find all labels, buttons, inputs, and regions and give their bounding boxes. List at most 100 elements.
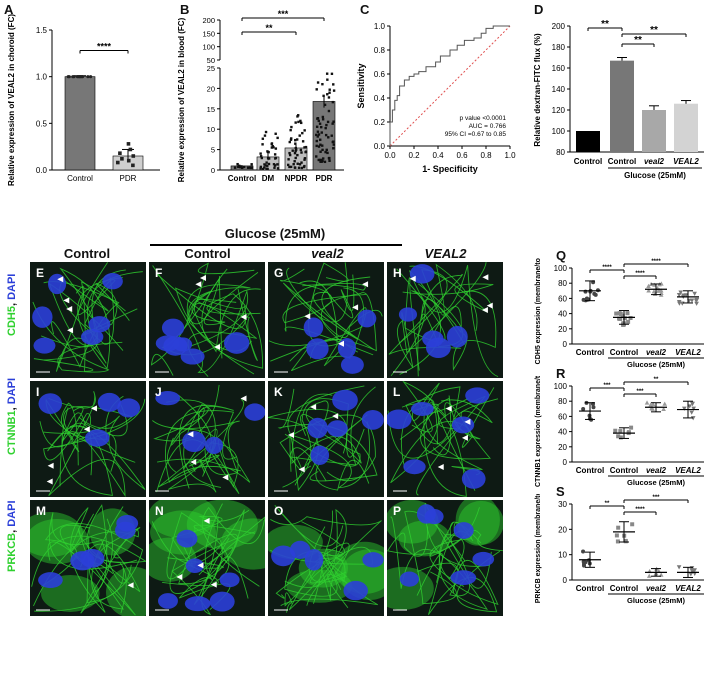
data-point <box>315 133 318 137</box>
x-tick-label: Control <box>576 348 604 357</box>
y-tick-label: 20 <box>558 443 567 452</box>
data-point <box>328 91 331 94</box>
y-tick-label: 0 <box>563 340 568 349</box>
data-point <box>582 563 587 568</box>
micrograph-l: L <box>387 381 503 497</box>
data-point <box>331 140 335 144</box>
data-point <box>297 166 301 169</box>
data-point <box>331 100 335 104</box>
membrane-stain <box>399 264 499 377</box>
data-point <box>72 75 76 79</box>
micrograph-image <box>36 391 146 497</box>
nucleus <box>303 317 324 338</box>
membrane-stain <box>153 384 222 488</box>
data-point <box>327 156 331 160</box>
data-point <box>677 301 682 306</box>
data-point <box>644 400 650 405</box>
micrograph-image <box>268 385 384 492</box>
data-point <box>581 549 586 554</box>
data-point <box>629 425 634 430</box>
x-axis-label: 1- Specificity <box>422 164 478 174</box>
x-tick-label: VEAL2 <box>675 348 701 357</box>
panel-label-k: K <box>274 385 283 399</box>
nucleus <box>306 338 329 360</box>
row-marker: CTNNB1 <box>6 410 18 455</box>
nucleus <box>158 593 178 609</box>
data-point <box>259 152 262 155</box>
data-point <box>682 406 687 411</box>
data-point <box>240 166 244 170</box>
x-tick-label: veal2 <box>646 584 667 593</box>
data-point <box>294 156 297 160</box>
arrowhead-icon <box>210 581 217 588</box>
data-point <box>250 163 253 166</box>
data-point <box>615 539 620 544</box>
data-point <box>320 131 323 134</box>
arrowhead-icon <box>482 274 489 281</box>
nucleus <box>155 335 180 352</box>
arrowhead-icon <box>362 281 369 288</box>
y-tick-label: 50 <box>207 56 215 65</box>
micrograph-o: O <box>268 500 384 616</box>
data-point <box>324 133 328 137</box>
arrowhead-icon <box>190 459 197 466</box>
nucleus <box>182 431 206 453</box>
nucleus <box>409 264 435 284</box>
x-tick-label: Control <box>608 157 636 166</box>
micrograph-j: J <box>149 381 265 497</box>
panel-label-p: P <box>393 504 402 518</box>
data-point <box>288 140 291 144</box>
x-tick-label: VEAL2 <box>673 157 699 166</box>
membrane-stain <box>186 284 252 352</box>
membrane-stain <box>275 558 349 609</box>
data-point <box>319 143 322 146</box>
data-point <box>296 162 299 165</box>
x-tick-label: PDR <box>316 174 333 183</box>
data-point <box>678 290 683 295</box>
data-point <box>300 166 304 170</box>
y-tick-label: 40 <box>558 310 567 319</box>
data-point <box>273 166 276 169</box>
chart-a: 0.0 0.5 1.0 1.5 Relative expression of VEAL2… <box>7 14 160 186</box>
data-point <box>614 311 619 316</box>
nucleus <box>219 572 240 588</box>
data-point <box>304 145 308 149</box>
nucleus <box>47 273 67 295</box>
data-point <box>267 162 271 166</box>
data-point <box>581 297 586 302</box>
data-point <box>618 312 623 317</box>
y-tick-label: 30 <box>558 500 567 509</box>
arrowhead-icon <box>90 405 97 412</box>
data-point <box>315 155 318 158</box>
data-point <box>315 144 318 148</box>
panel-label-m: M <box>36 504 46 518</box>
arrowhead-icon <box>176 574 183 581</box>
data-point <box>687 404 693 409</box>
arrowhead-icon <box>66 305 73 312</box>
data-point <box>126 158 131 163</box>
cytoplasm-stain <box>286 569 353 603</box>
data-point <box>320 158 323 162</box>
data-point <box>303 146 306 149</box>
arrowhead-icon <box>352 304 359 311</box>
membrane-stain <box>387 395 486 496</box>
arrowhead-icon <box>214 344 221 351</box>
row-dapi: DAPI <box>6 377 18 405</box>
micrograph-image <box>268 262 383 374</box>
data-point <box>78 75 82 79</box>
nucleus <box>209 591 235 612</box>
nucleus <box>332 389 358 411</box>
data-point <box>246 166 250 169</box>
nucleus <box>362 552 384 568</box>
arrowhead-icon <box>298 466 305 473</box>
data-point <box>89 75 93 79</box>
cytoplasm-stain <box>149 500 217 539</box>
col-header-VEAL2: VEAL2 <box>424 246 467 261</box>
y-tick-label: 0.2 <box>374 118 386 127</box>
nucleus <box>403 459 426 475</box>
data-point <box>292 163 295 166</box>
data-point <box>265 167 268 170</box>
arrowhead-icon <box>461 434 468 441</box>
chart-r: 0 20 40 60 80 100 CTNNB1 expression (membrane/… <box>535 376 704 487</box>
panel-label-g: G <box>274 266 284 280</box>
